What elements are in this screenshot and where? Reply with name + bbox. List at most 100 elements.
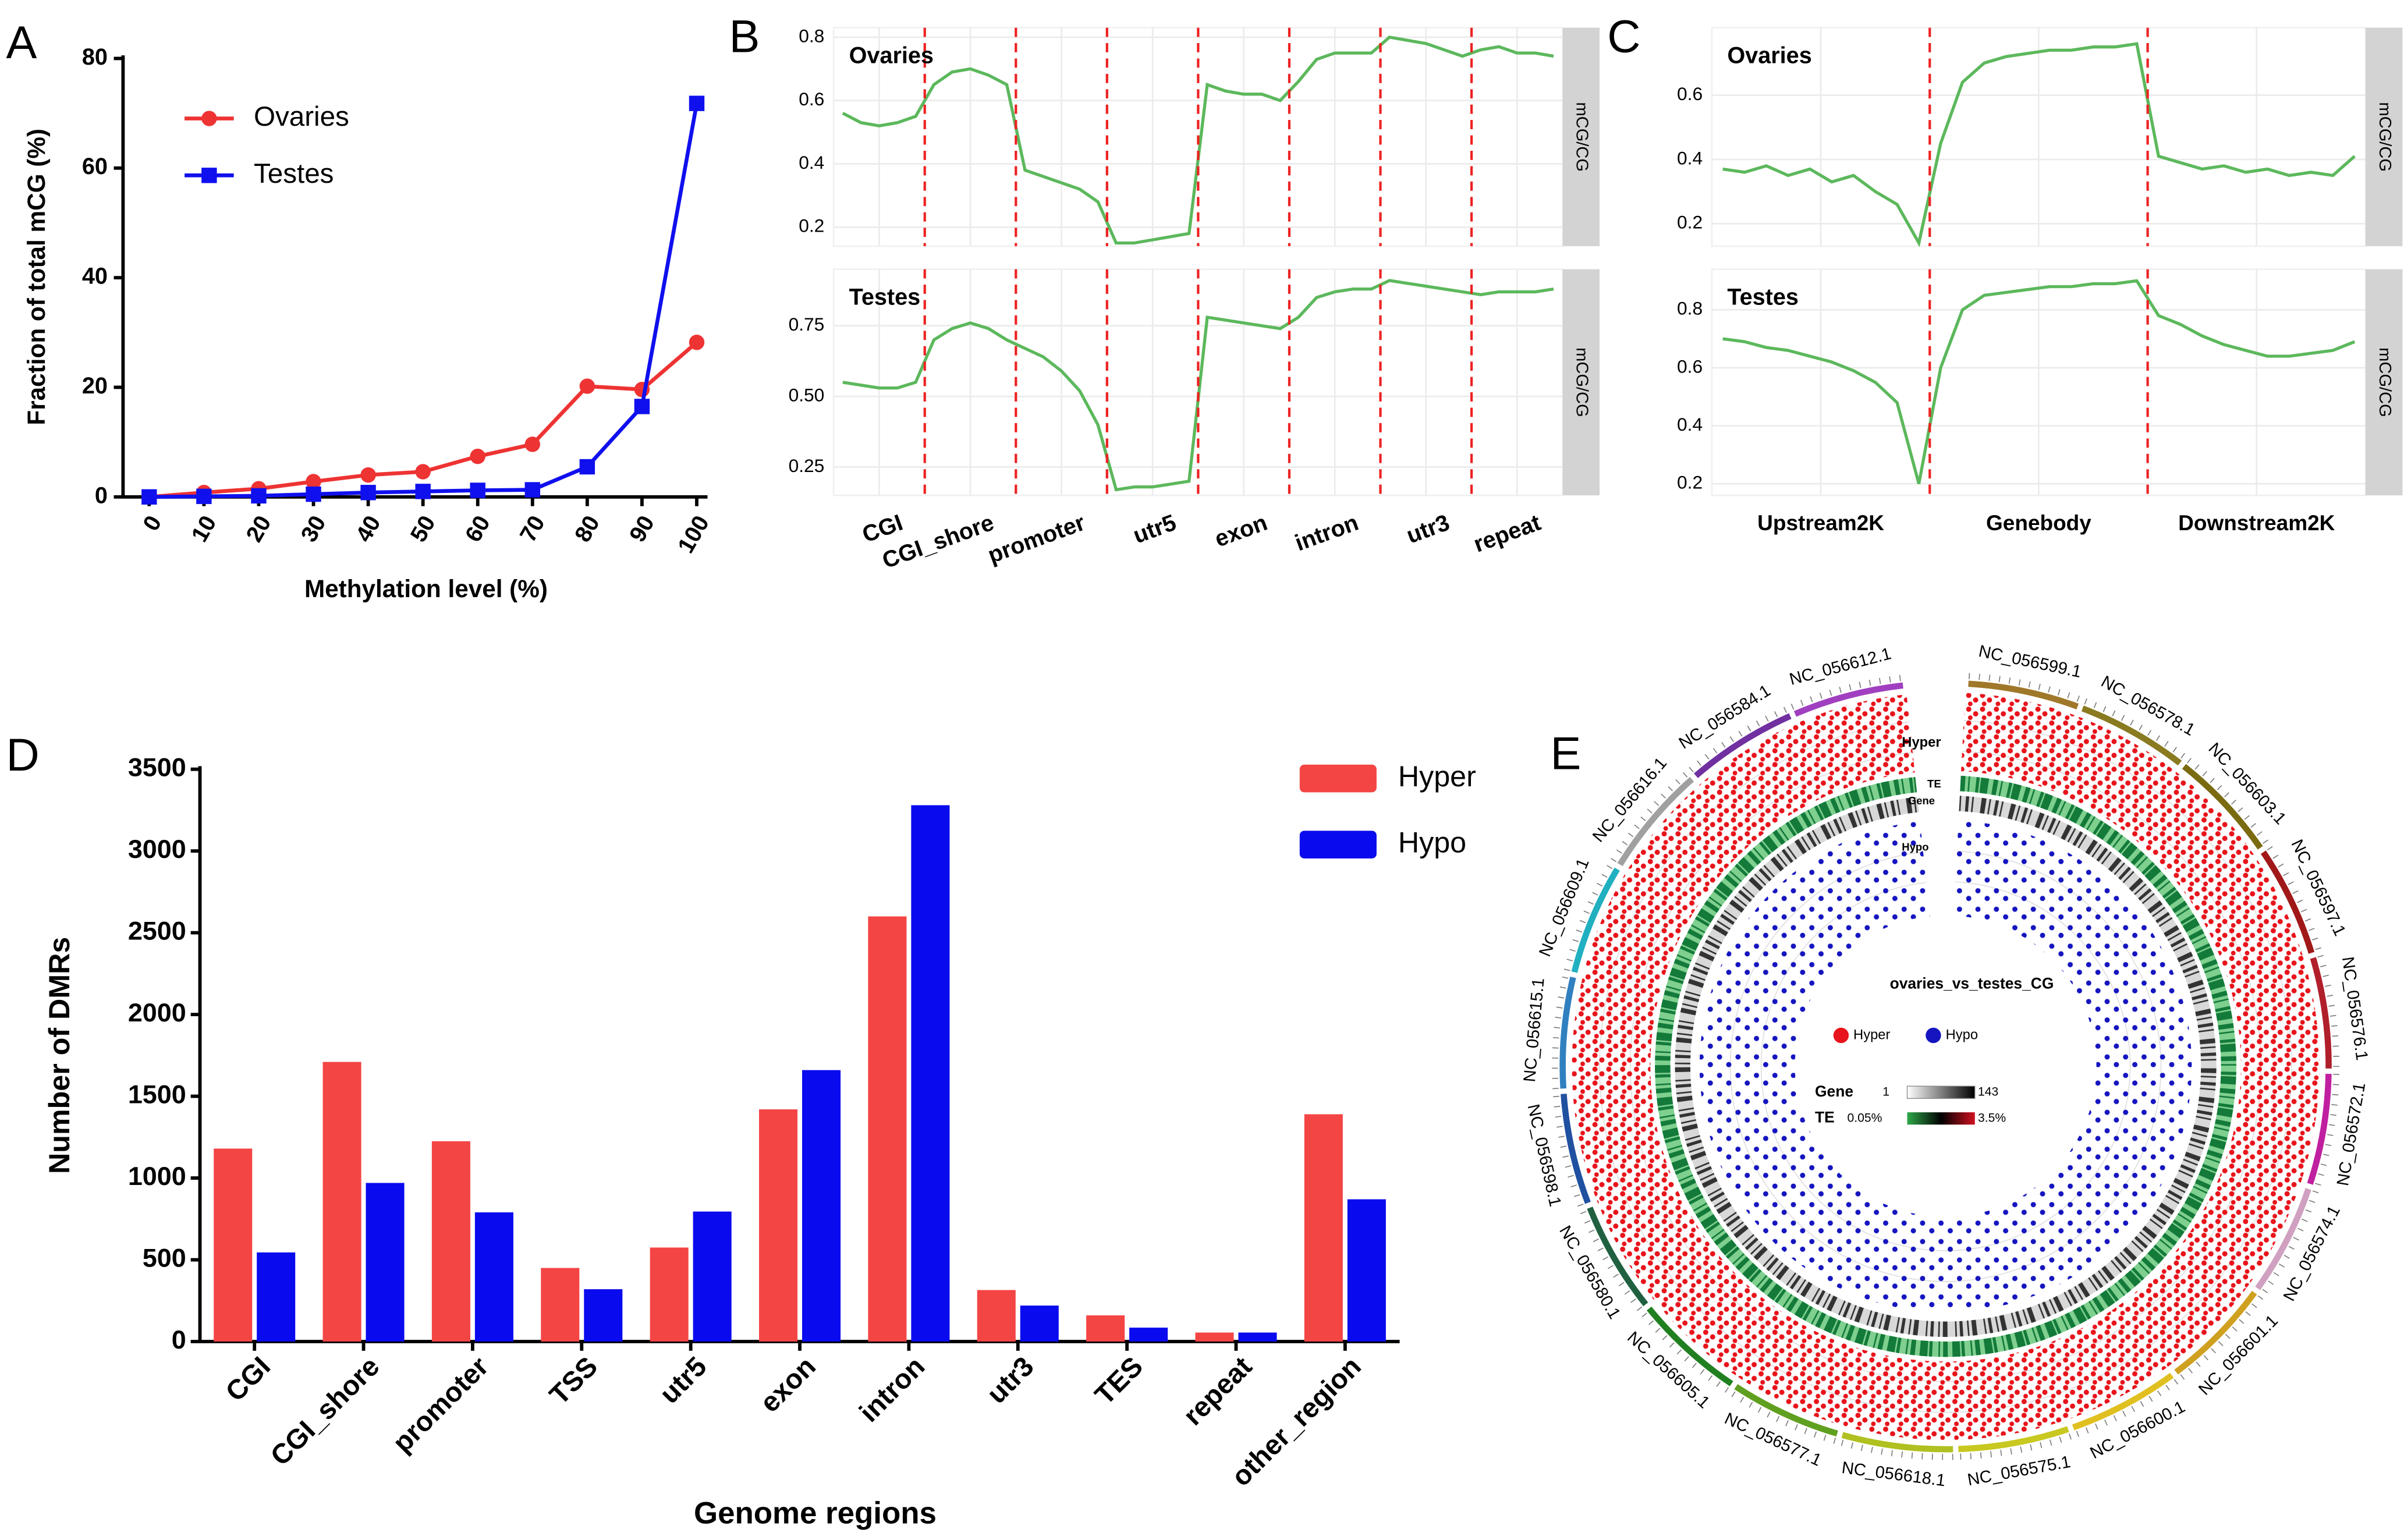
chromosome-label: NC_056615.1 — [1520, 977, 1548, 1083]
chromosome-arc — [1958, 1426, 2069, 1452]
x-tick-label: 60 — [460, 512, 495, 547]
y-tick-label: 0.6 — [1677, 356, 1703, 377]
x-tick-label: repeat — [1178, 1351, 1258, 1432]
chromosome-label: NC_056574.1 — [2280, 1203, 2344, 1304]
legend-label: Hyper — [1398, 760, 1476, 793]
x-tick-label: Genebody — [1986, 511, 2091, 535]
strip — [2365, 27, 2403, 246]
x-tick-label: repeat — [1470, 510, 1544, 558]
strip-label: mCG/CG — [2375, 102, 2394, 172]
profile-line — [1722, 42, 2356, 247]
chromosome-arc — [2081, 705, 2182, 766]
x-tick-label: utr3 — [981, 1351, 1040, 1410]
point — [689, 335, 705, 350]
legend-dot — [1833, 1027, 1849, 1044]
bar — [868, 916, 907, 1342]
x-tick-label: promoter — [387, 1351, 495, 1459]
track-label: Hyper — [1902, 734, 1941, 750]
point — [470, 482, 485, 498]
y-tick-label: 60 — [82, 154, 108, 179]
x-tick-label: utr3 — [1403, 510, 1453, 549]
x-tick-label: promoter — [984, 510, 1088, 569]
chromosome-label: NC_056576.1 — [2338, 956, 2371, 1062]
x-tick-label: TES — [1089, 1351, 1149, 1411]
y-tick-label: 80 — [82, 44, 108, 70]
point — [306, 474, 321, 489]
point — [415, 484, 431, 499]
point — [634, 399, 650, 414]
y-tick-label: 0.50 — [789, 385, 825, 406]
bar — [214, 1148, 253, 1342]
x-tick-label: 70 — [515, 512, 550, 547]
chromosome-arc — [2174, 1290, 2257, 1375]
x-tick-label: utr5 — [1130, 510, 1179, 549]
te-ring — [1655, 775, 2236, 1357]
y-axis-title: Number of DMRs — [43, 937, 76, 1174]
panel-label: E — [1550, 727, 1581, 779]
y-axis-title: Fraction of total mCG (%) — [23, 129, 50, 425]
y-tick-label: 500 — [143, 1243, 186, 1272]
chromosome-arc — [2260, 850, 2315, 954]
chromosome-arc — [1587, 1207, 1648, 1307]
y-tick-label: 0.2 — [1677, 472, 1703, 493]
y-tick-label: 0.4 — [1677, 147, 1703, 168]
y-tick-label: 2500 — [128, 916, 186, 945]
legend-dot — [1926, 1027, 1941, 1044]
x-tick-label: CGI_shore — [265, 1351, 386, 1472]
y-tick-label: 0 — [95, 482, 108, 508]
x-tick-label: intron — [853, 1351, 931, 1428]
legend-swatch — [1299, 831, 1377, 858]
bar — [366, 1183, 405, 1342]
chromosome-label: NC_056612.1 — [1788, 644, 1894, 689]
chromosome-arc — [1559, 977, 1576, 1089]
facet-title: Testes — [849, 284, 921, 310]
x-tick-label: 10 — [186, 512, 221, 547]
y-tick-label: 1500 — [128, 1079, 186, 1109]
y-tick-label: 1000 — [128, 1161, 186, 1191]
x-tick-label: 40 — [351, 512, 386, 547]
chromosome-arc — [2307, 1073, 2332, 1185]
bar — [1195, 1332, 1234, 1342]
bar — [541, 1268, 580, 1342]
y-tick-label: 3500 — [128, 753, 186, 782]
strip — [2365, 269, 2403, 496]
scale-name: TE — [1815, 1109, 1835, 1126]
chromosome-label: NC_056598.1 — [1524, 1102, 1565, 1208]
strip-label: mCG/CG — [1573, 347, 1591, 417]
bar — [802, 1070, 841, 1342]
x-axis-title: Methylation level (%) — [304, 575, 548, 602]
y-tick-label: 20 — [82, 373, 108, 399]
bar — [1304, 1114, 1343, 1342]
legend-label: Hypo — [1946, 1027, 1978, 1042]
bar — [322, 1062, 361, 1342]
gene-gradient — [1906, 1085, 1976, 1099]
y-tick-label: 0.6 — [1677, 83, 1703, 104]
y-tick-label: 3000 — [128, 834, 186, 864]
point — [141, 489, 157, 505]
bar — [977, 1290, 1016, 1342]
y-tick-label: 40 — [82, 264, 108, 289]
bar — [1086, 1315, 1125, 1342]
legend-swatch — [1299, 764, 1377, 793]
gene-ring-base — [1675, 796, 2217, 1337]
bar — [1020, 1305, 1059, 1342]
chromosome-label: NC_056597.1 — [2287, 837, 2349, 939]
strip-label: mCG/CG — [2375, 347, 2394, 417]
strip-label: mCG/CG — [1573, 102, 1591, 172]
chromosome-arc — [1793, 682, 1903, 717]
x-tick-label: 100 — [673, 512, 714, 558]
legend-label: Hypo — [1398, 826, 1466, 858]
x-tick-label: 50 — [406, 512, 441, 547]
track-label: Hypo — [1902, 840, 1928, 853]
bar — [1129, 1328, 1168, 1342]
facet-title: Testes — [1727, 284, 1799, 310]
x-tick-label: 0 — [138, 512, 166, 535]
y-tick-label: 2000 — [128, 998, 186, 1027]
y-tick-label: 0.6 — [799, 88, 824, 109]
point — [524, 437, 540, 452]
strip — [1562, 269, 1600, 496]
y-tick-label: 0.2 — [1677, 212, 1703, 233]
panel-label: A — [6, 16, 37, 68]
bar — [759, 1109, 798, 1342]
